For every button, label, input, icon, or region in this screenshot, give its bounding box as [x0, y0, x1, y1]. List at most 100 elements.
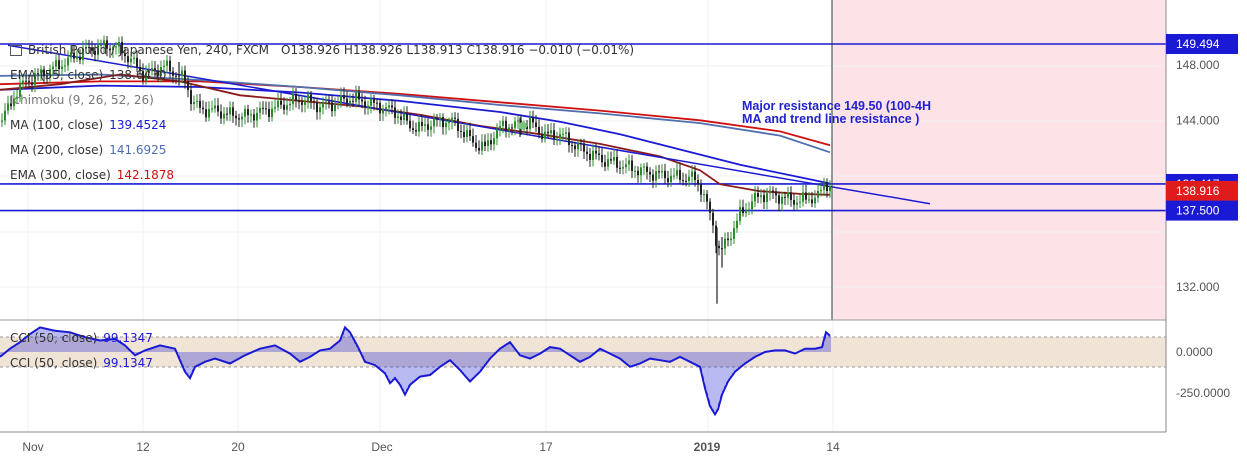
candle-body	[652, 174, 654, 181]
price-tag-label: 149.494	[1176, 37, 1220, 51]
symbol-label: British Pound / Japanese Yen, 240, FXCM	[28, 43, 270, 57]
candle-body	[472, 136, 474, 143]
candle-body	[499, 125, 501, 130]
candle-body	[736, 220, 738, 229]
candle-body	[151, 68, 153, 71]
legend-ema55[interactable]: EMA (55, close) 138.6430	[10, 67, 166, 83]
candle-body	[73, 52, 75, 59]
candle-body	[244, 109, 246, 117]
candle-body	[190, 90, 192, 105]
candle-body	[550, 130, 552, 134]
candle-body	[541, 134, 543, 139]
horizontal-levels[interactable]	[0, 43, 1166, 212]
legend-header: British Pound / Japanese Yen, 240, FXCM O…	[10, 42, 634, 58]
candle-body	[376, 102, 378, 104]
candle-body	[217, 105, 219, 112]
candle-body	[712, 212, 714, 226]
candle-body	[778, 195, 780, 204]
candle-body	[391, 105, 393, 108]
candle-body	[313, 101, 315, 103]
ichimoku-label: Ichimoku (9, 26, 52, 26)	[10, 93, 154, 107]
legend-ema300[interactable]: EMA (300, close) 142.1878	[10, 167, 174, 183]
legend-ma100[interactable]: MA (100, close) 139.4524	[10, 117, 166, 133]
candle-body	[7, 103, 9, 111]
candle-body	[544, 131, 546, 139]
candle-body	[118, 41, 120, 47]
candle-body	[661, 170, 663, 173]
settings-icon[interactable]	[10, 45, 22, 56]
candle-body	[580, 143, 582, 145]
candle-body	[607, 159, 609, 167]
candle-body	[385, 107, 387, 110]
candle-body	[484, 141, 486, 147]
candle-body	[34, 73, 36, 85]
candle-body	[517, 120, 519, 122]
candle-body	[754, 192, 756, 202]
candle-body	[364, 101, 366, 108]
candle-body	[208, 108, 210, 118]
candle-body	[700, 184, 702, 195]
candle-body	[301, 102, 303, 105]
candle-body	[121, 41, 123, 54]
candle-body	[205, 109, 207, 118]
candle-body	[589, 153, 591, 161]
candle-body	[22, 80, 24, 84]
candle-body	[163, 65, 165, 68]
candle-body	[343, 95, 345, 99]
candle-body	[454, 117, 456, 119]
candle-body	[382, 109, 384, 114]
candle-body	[808, 199, 810, 201]
cci-pane	[0, 325, 1166, 417]
candle-body	[268, 108, 270, 117]
candle-body	[418, 121, 420, 132]
legend-cci-2[interactable]: CCI (50, close) 99.1347	[10, 355, 153, 371]
candle-body	[676, 169, 678, 176]
candle-body	[103, 40, 105, 45]
candle-body	[91, 47, 93, 51]
candle-body	[187, 81, 189, 91]
candle-body	[682, 180, 684, 182]
candle-body	[58, 60, 60, 70]
candle-body	[592, 150, 594, 161]
candle-body	[202, 107, 204, 110]
legend-ma200[interactable]: MA (200, close) 141.6925	[10, 142, 166, 158]
candle-body	[247, 109, 249, 116]
legend-cci-1[interactable]: CCI (50, close) 99.1347	[10, 330, 153, 346]
candle-body	[25, 80, 27, 82]
ema300-value: 142.1878	[116, 168, 175, 182]
candle-body	[691, 171, 693, 177]
candle-body	[436, 118, 438, 120]
candle-body	[508, 127, 510, 131]
candle-body	[397, 116, 399, 118]
price-candles	[1, 35, 831, 304]
candle-body	[271, 108, 273, 117]
price-tick-label: 148.000	[1176, 58, 1220, 72]
candle-body	[655, 171, 657, 181]
candle-body	[76, 56, 78, 59]
cci2-label: CCI (50, close)	[10, 356, 98, 370]
candle-body	[220, 111, 222, 119]
candle-body	[88, 46, 90, 48]
candle-body	[262, 107, 264, 109]
candle-body	[424, 124, 426, 126]
candle-body	[232, 107, 234, 116]
candle-body	[316, 102, 318, 113]
cci2-value: 99.1347	[103, 356, 153, 370]
candle-body	[274, 107, 276, 109]
candle-body	[553, 130, 555, 140]
candle-body	[154, 68, 156, 72]
candle-body	[40, 69, 42, 74]
candle-body	[10, 103, 12, 107]
candle-body	[256, 112, 258, 121]
candle-body	[706, 194, 708, 202]
price-tag-box	[1166, 200, 1238, 221]
candle-body	[49, 69, 51, 77]
legend-ichimoku[interactable]: Ichimoku (9, 26, 52, 26)	[10, 92, 154, 108]
candle-body	[55, 60, 57, 67]
candle-body	[250, 114, 252, 116]
cci1-value: 99.1347	[103, 331, 153, 345]
series-line	[0, 84, 831, 185]
candle-body	[826, 184, 828, 192]
